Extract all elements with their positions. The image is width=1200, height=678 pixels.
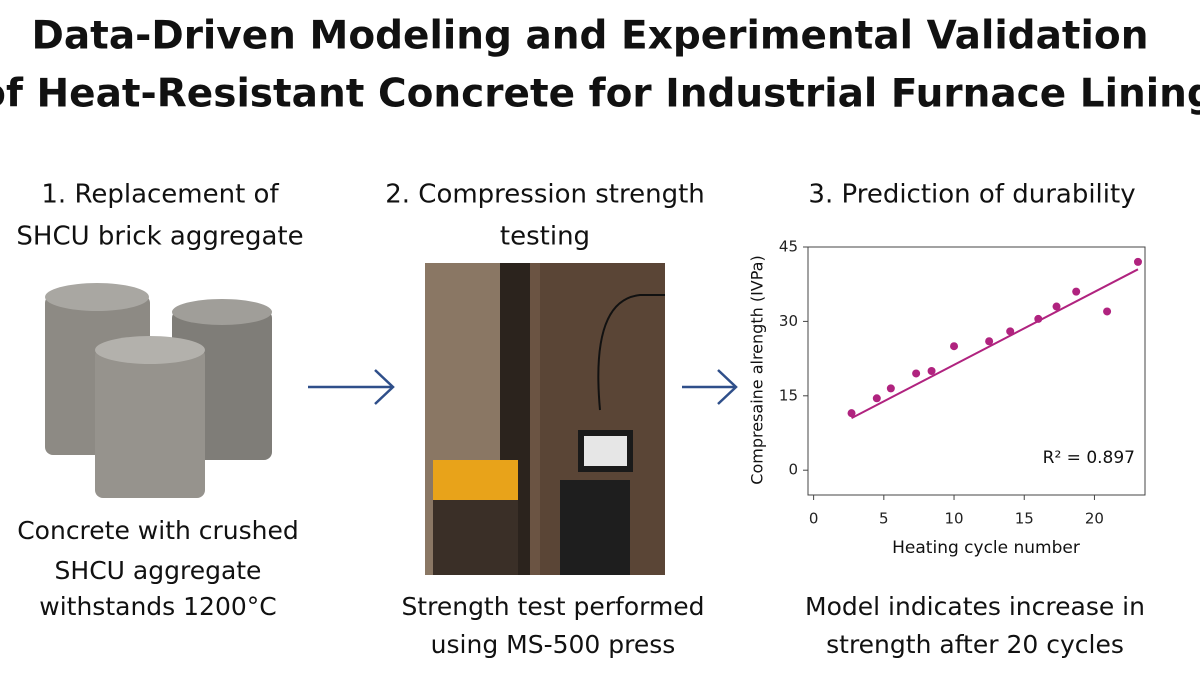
data-point — [912, 369, 921, 378]
x-tick-label: 10 — [944, 510, 963, 528]
y-tick-label: 30 — [779, 312, 798, 330]
fit-line — [851, 268, 1139, 420]
x-tick-label: 5 — [879, 510, 889, 528]
panel-caption: Concrete with crushed — [17, 516, 299, 545]
y-axis-label: Compresaine alrength (IVPa) — [748, 255, 767, 484]
panel-caption: using MS-500 press — [431, 630, 676, 659]
x-axis-label: Heating cycle number — [892, 538, 1080, 558]
title: of Heat-Resistant Concrete for Industria… — [0, 72, 1200, 117]
arrow — [682, 369, 738, 405]
panel-heading: 3. Prediction of durability — [808, 180, 1135, 210]
data-point — [847, 409, 856, 418]
y-tick-label: 15 — [779, 386, 798, 404]
press-photo — [425, 263, 665, 575]
panel-caption: Strength test performed — [401, 592, 704, 621]
x-tick-label: 0 — [809, 510, 819, 528]
data-point — [886, 384, 895, 393]
panel-heading: testing — [500, 222, 590, 252]
arrow — [308, 369, 395, 405]
annotation: R² = 0.897 — [1043, 448, 1135, 468]
panel-caption: SHCU aggregate — [55, 556, 262, 585]
data-point — [1103, 307, 1112, 316]
panel-caption: withstands 1200°C — [39, 592, 276, 621]
concrete-cylinders — [45, 283, 272, 498]
y-tick-label: 0 — [788, 461, 798, 479]
x-tick-label: 15 — [1015, 510, 1034, 528]
x-tick-label: 20 — [1085, 510, 1104, 528]
data-point — [985, 337, 994, 346]
data-point — [950, 342, 959, 351]
data-point — [1052, 302, 1061, 311]
y-tick-label: 45 — [779, 238, 798, 256]
data-point — [1133, 257, 1142, 266]
data-point — [1034, 314, 1043, 323]
data-point — [1072, 287, 1081, 296]
panel-heading: 2. Compression strength — [385, 180, 705, 210]
panel-caption: Model indicates increase in — [805, 592, 1145, 621]
data-point — [1006, 327, 1015, 336]
panel-caption: strength after 20 cycles — [826, 630, 1124, 659]
panel-heading: SHCU brick aggregate — [16, 222, 303, 252]
data-point — [872, 394, 881, 403]
panel-heading: 1. Replacement of — [41, 180, 279, 210]
title: Data-Driven Modeling and Experimental Va… — [31, 14, 1148, 59]
plot-frame — [807, 246, 1146, 496]
data-point — [927, 367, 936, 375]
